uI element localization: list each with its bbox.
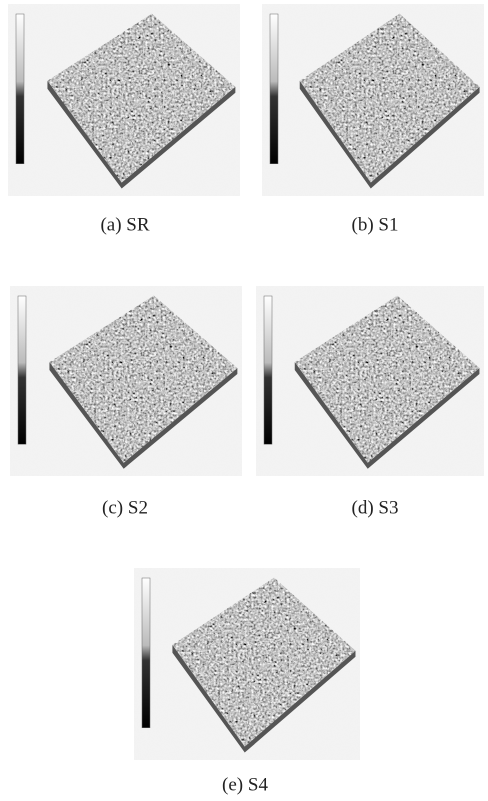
- page: {"panels": [ {"caption": "(a) SR"}, {"ca…: [0, 0, 488, 801]
- caption: (a) SR: [100, 214, 149, 235]
- afm-panel: [134, 568, 360, 760]
- afm-panel: [10, 286, 242, 476]
- caption: (e) S4: [222, 774, 268, 795]
- figure: (a) SR (b) S1 (c) S2 (d) S3 (e) S4: [0, 0, 488, 801]
- caption: (d) S3: [352, 497, 399, 518]
- color-bar: [16, 14, 24, 164]
- color-bar: [142, 578, 150, 728]
- afm-panel: [256, 286, 484, 476]
- caption: (c) S2: [102, 497, 148, 518]
- caption: (b) S1: [352, 214, 399, 235]
- color-bar: [264, 296, 272, 444]
- color-bar: [270, 14, 278, 164]
- afm-panel: [8, 4, 240, 196]
- afm-panel: [262, 4, 484, 196]
- color-bar: [18, 296, 26, 444]
